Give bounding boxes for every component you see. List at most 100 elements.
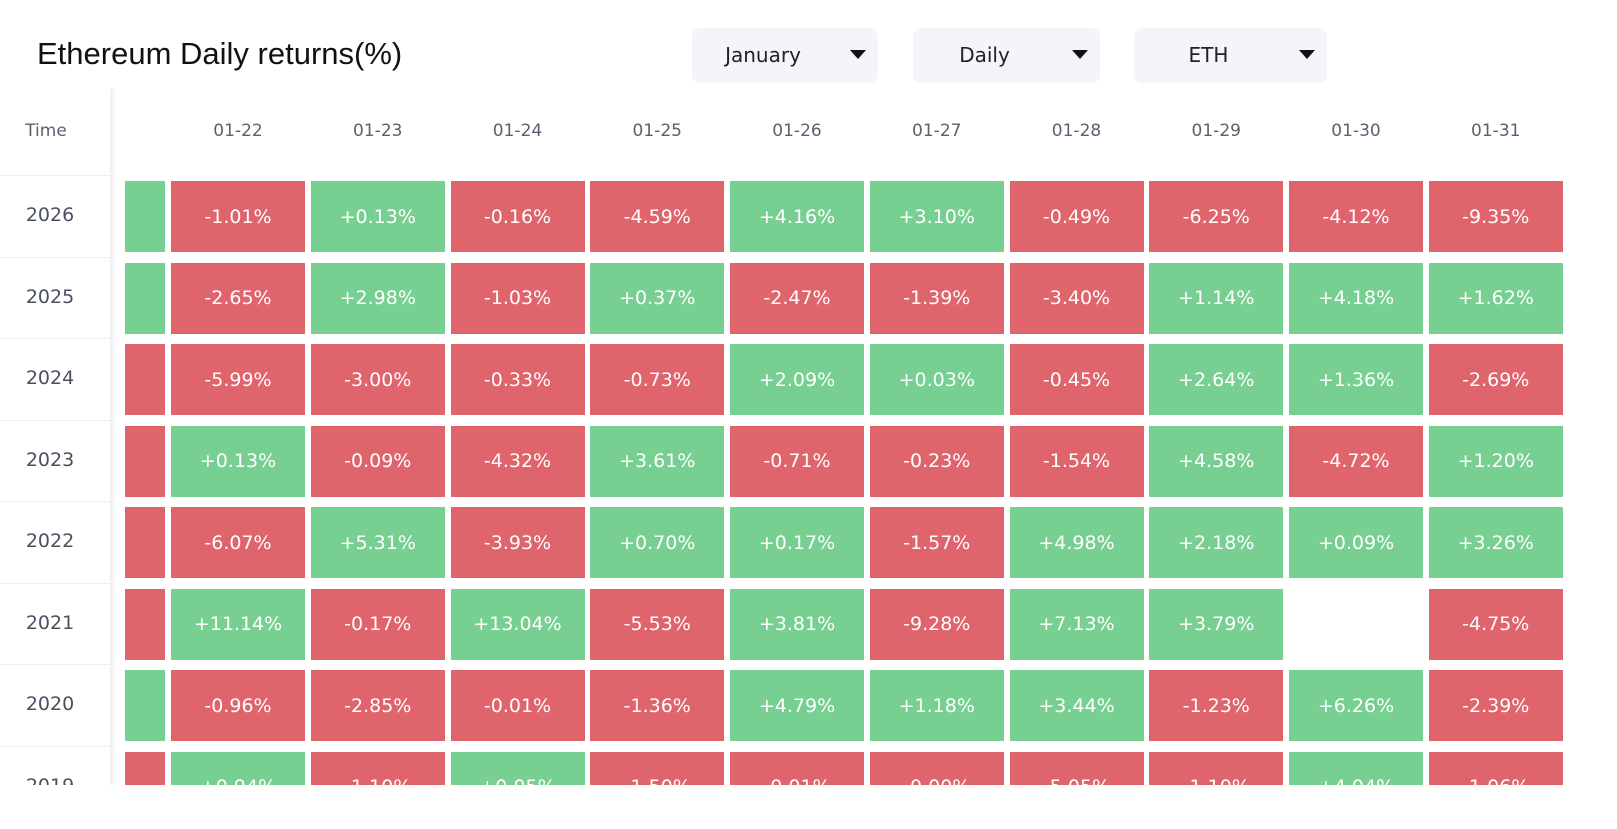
partial-cell <box>125 263 165 334</box>
return-cell: -9.28% <box>869 588 1004 660</box>
partial-cell <box>125 426 165 497</box>
return-cell: -0.00% <box>869 751 1004 785</box>
partial-cell <box>125 752 165 785</box>
return-cell: +2.98% <box>310 262 445 334</box>
return-cell: -4.32% <box>450 425 585 497</box>
return-cell: +1.36% <box>1289 344 1423 415</box>
column-header: 01-26 <box>772 121 822 141</box>
return-cell: +0.94% <box>171 751 305 785</box>
column-header: 01-22 <box>213 121 263 141</box>
return-cell: -0.71% <box>730 425 864 497</box>
interval-dropdown[interactable]: Daily <box>913 28 1100 83</box>
return-cell: +3.26% <box>1428 507 1563 578</box>
page-title: Ethereum Daily returns(%) <box>37 36 403 71</box>
return-cell: -0.09% <box>310 425 445 497</box>
column-header: 01-24 <box>492 121 543 141</box>
dropdown-arrow <box>1072 50 1088 59</box>
return-cell: +3.81% <box>730 588 864 660</box>
return-cell: -4.59% <box>590 181 725 252</box>
column-header: 01-29 <box>1191 121 1241 141</box>
year-label: 2022 <box>25 530 75 552</box>
return-cell: -2.69% <box>1428 344 1563 415</box>
return-cell: -6.25% <box>1149 181 1284 252</box>
row-divider <box>0 419 110 421</box>
return-cell: +3.44% <box>1009 670 1144 741</box>
return-cell: +1.14% <box>1149 262 1284 334</box>
return-cell: -0.16% <box>450 181 585 252</box>
time-column: Time 2026 2025 2024 2023 2022 2021 2020 2019 <box>0 88 110 785</box>
return-cell: -0.49% <box>1009 181 1144 252</box>
partial-cell <box>125 507 165 578</box>
return-cell: +0.13% <box>171 425 305 497</box>
return-cell: -1.39% <box>869 262 1004 334</box>
month-dropdown[interactable]: January <box>692 28 878 83</box>
return-cell: -5.99% <box>171 344 305 415</box>
return-cell: -1.10% <box>1149 751 1284 785</box>
return-cell: -5.05% <box>1009 751 1144 785</box>
return-cell: -1.23% <box>1149 670 1284 741</box>
return-cell: -5.53% <box>590 588 725 660</box>
return-cell: +13.04% <box>450 588 585 660</box>
row-divider <box>0 745 110 747</box>
return-cell: -6.07% <box>171 507 305 578</box>
return-cell: -1.57% <box>869 507 1004 578</box>
return-cell: +7.13% <box>1009 588 1144 660</box>
column-header: 01-28 <box>1051 121 1102 141</box>
return-cell: +4.18% <box>1289 262 1423 334</box>
return-cell: +2.18% <box>1149 507 1284 578</box>
return-cell: +3.61% <box>590 425 725 497</box>
return-cell: -3.40% <box>1009 262 1144 334</box>
return-cell: -2.47% <box>730 262 864 334</box>
year-label: 2026 <box>25 204 75 226</box>
return-cell: +11.14% <box>171 588 305 660</box>
partial-cell <box>125 344 165 415</box>
year-label: 2020 <box>25 693 75 715</box>
return-cell: +6.26% <box>1289 670 1423 741</box>
return-cell: +4.58% <box>1149 425 1284 497</box>
return-cell: +4.79% <box>730 670 864 741</box>
return-cell: -0.17% <box>310 588 445 660</box>
year-label: 2019 <box>0 775 100 786</box>
return-cell: -1.50% <box>590 751 725 785</box>
return-cell: -1.36% <box>590 670 725 741</box>
return-cell: +0.70% <box>590 507 725 578</box>
return-cell: +3.10% <box>869 181 1004 252</box>
return-cell: -4.75% <box>1428 588 1563 660</box>
year-label: 2024 <box>25 367 75 389</box>
partial-cell <box>125 670 165 741</box>
column-header: 01-27 <box>912 121 962 141</box>
return-cell: +1.20% <box>1428 425 1563 497</box>
return-cell: +0.17% <box>730 507 864 578</box>
row-divider <box>0 256 110 258</box>
return-cell: -1.54% <box>1009 425 1144 497</box>
dropdown-label: Daily <box>959 43 1010 67</box>
return-cell: -1.03% <box>450 262 585 334</box>
return-cell: -2.39% <box>1428 670 1563 741</box>
return-cell: +4.04% <box>1289 751 1423 785</box>
return-cell: +3.79% <box>1149 588 1284 660</box>
return-cell: -3.00% <box>310 344 445 415</box>
return-cell: -0.33% <box>450 344 585 415</box>
return-cell: -1.10% <box>310 751 445 785</box>
year-label: 2025 <box>25 285 75 308</box>
dropdown-arrow <box>850 50 866 59</box>
return-cell: +0.05% <box>450 751 585 785</box>
return-cell: +4.16% <box>730 181 864 252</box>
return-cell: +5.31% <box>310 507 445 578</box>
return-cell: -0.96% <box>171 670 305 741</box>
return-cell: +2.09% <box>730 344 864 415</box>
return-cell: -0.45% <box>1009 344 1144 415</box>
return-cell: -2.85% <box>310 670 445 741</box>
return-cell: -0.01% <box>450 670 585 741</box>
return-cell: -2.65% <box>171 262 305 334</box>
return-cell: +4.98% <box>1009 507 1144 578</box>
coin-dropdown[interactable]: ETH <box>1134 28 1327 83</box>
return-cell: +0.37% <box>590 262 725 334</box>
return-cell: -1.06% <box>1428 751 1563 785</box>
dropdown-label: January <box>725 43 801 67</box>
dropdown-label: ETH <box>1188 43 1229 67</box>
column-header: 01-23 <box>353 121 403 141</box>
dropdown-arrow <box>1299 50 1315 59</box>
return-cell: -4.72% <box>1289 425 1423 497</box>
